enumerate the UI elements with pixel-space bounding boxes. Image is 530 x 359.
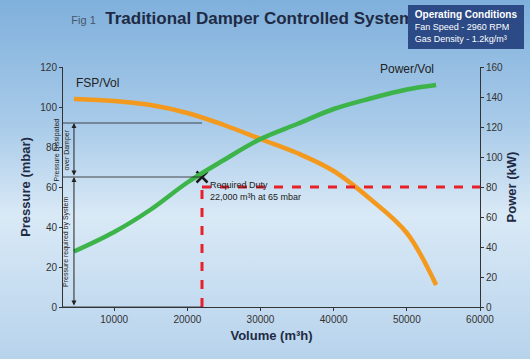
svg-text:0: 0	[51, 302, 57, 313]
svg-text:160: 160	[486, 62, 503, 73]
svg-text:100: 100	[40, 102, 57, 113]
svg-text:FSP/Vol: FSP/Vol	[76, 76, 119, 90]
svg-text:20: 20	[486, 272, 498, 283]
html-text:Gas Density - 1.2kg/m³: Gas Density - 1.2kg/m³	[414, 34, 507, 44]
svg-text:100: 100	[486, 152, 503, 163]
svg-text:120: 120	[40, 62, 57, 73]
svg-text:Power/Vol: Power/Vol	[380, 62, 434, 76]
svg-text:60000: 60000	[466, 314, 494, 325]
svg-text:Power (kW): Power (kW)	[504, 152, 519, 223]
html-text:Operating Conditions: Operating Conditions	[414, 9, 517, 20]
svg-text:22,000 m³h at 65 mbar: 22,000 m³h at 65 mbar	[210, 192, 301, 202]
svg-text:30000: 30000	[247, 314, 275, 325]
svg-text:40: 40	[46, 222, 58, 233]
svg-text:60: 60	[46, 182, 58, 193]
svg-text:Pressure (mbar): Pressure (mbar)	[18, 137, 33, 237]
svg-text:80: 80	[486, 182, 498, 193]
svg-text:140: 140	[486, 92, 503, 103]
svg-text:20000: 20000	[173, 314, 201, 325]
svg-text:Fig 1 Traditional Damper Cont: Fig 1 Traditional Damper Controlled Syst…	[71, 9, 414, 28]
svg-text:50000: 50000	[393, 314, 421, 325]
svg-text:80: 80	[46, 142, 58, 153]
svg-text:Pressure required by System: Pressure required by System	[62, 197, 70, 287]
svg-text:40000: 40000	[320, 314, 348, 325]
svg-text:Volume (m³h): Volume (m³h)	[230, 328, 312, 343]
svg-text:40: 40	[486, 242, 498, 253]
svg-text:120: 120	[486, 122, 503, 133]
html-text:Fan Speed - 2960 RPM: Fan Speed - 2960 RPM	[414, 22, 510, 32]
svg-text:0: 0	[486, 302, 492, 313]
svg-text:20: 20	[46, 262, 58, 273]
svg-text:Pressure Dissipatedover Damper: Pressure Dissipatedover Damper	[53, 119, 70, 182]
svg-text:10000: 10000	[100, 314, 128, 325]
svg-text:60: 60	[486, 212, 498, 223]
svg-text:Required Duty: Required Duty	[210, 180, 268, 190]
